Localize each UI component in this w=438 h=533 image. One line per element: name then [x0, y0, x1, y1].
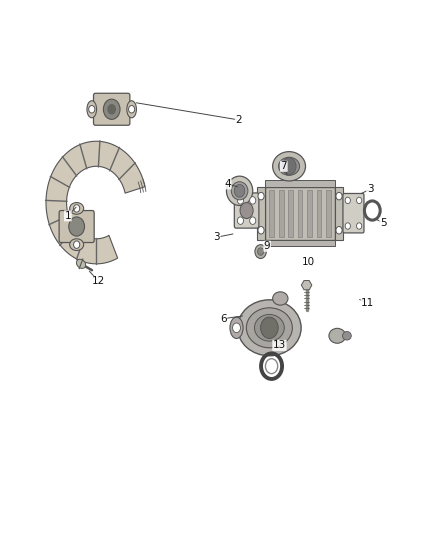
Ellipse shape	[76, 259, 86, 269]
FancyBboxPatch shape	[59, 211, 94, 243]
Circle shape	[336, 192, 342, 200]
Polygon shape	[301, 280, 312, 290]
Circle shape	[107, 104, 116, 115]
Ellipse shape	[254, 314, 284, 341]
Ellipse shape	[272, 151, 306, 181]
Ellipse shape	[231, 182, 248, 200]
Ellipse shape	[70, 203, 84, 214]
Bar	[265, 240, 335, 246]
Circle shape	[258, 192, 264, 200]
Text: 12: 12	[92, 277, 105, 286]
Text: 9: 9	[264, 241, 271, 251]
FancyBboxPatch shape	[343, 193, 364, 233]
FancyBboxPatch shape	[265, 187, 335, 240]
Text: 13: 13	[273, 341, 286, 350]
Polygon shape	[46, 141, 145, 264]
Circle shape	[74, 241, 80, 248]
Circle shape	[258, 227, 264, 234]
Circle shape	[255, 245, 266, 259]
Circle shape	[250, 197, 256, 204]
Bar	[265, 180, 335, 187]
Circle shape	[240, 203, 253, 219]
Circle shape	[261, 317, 278, 338]
Bar	[279, 190, 283, 237]
Ellipse shape	[343, 332, 351, 340]
Circle shape	[250, 217, 256, 224]
Bar	[269, 190, 274, 237]
Text: 11: 11	[361, 298, 374, 308]
Ellipse shape	[230, 317, 243, 338]
Circle shape	[74, 205, 80, 212]
Text: 7: 7	[280, 161, 287, 171]
Circle shape	[357, 197, 362, 204]
Bar	[317, 190, 321, 237]
Ellipse shape	[127, 101, 137, 118]
Bar	[257, 187, 265, 240]
FancyBboxPatch shape	[234, 193, 259, 228]
Ellipse shape	[226, 176, 253, 205]
Ellipse shape	[237, 300, 301, 356]
Bar	[288, 190, 293, 237]
Circle shape	[336, 227, 342, 234]
Ellipse shape	[279, 157, 300, 175]
Text: 10: 10	[302, 257, 315, 267]
Ellipse shape	[246, 308, 293, 348]
Text: 3: 3	[213, 232, 220, 242]
Circle shape	[237, 197, 244, 204]
Ellipse shape	[272, 292, 288, 305]
Text: 4: 4	[224, 179, 231, 189]
FancyBboxPatch shape	[93, 93, 130, 125]
Bar	[298, 190, 302, 237]
Circle shape	[88, 106, 95, 113]
Text: 1: 1	[64, 211, 71, 221]
Circle shape	[129, 106, 135, 113]
Bar	[335, 187, 343, 240]
Bar	[326, 190, 331, 237]
Text: 5: 5	[380, 218, 387, 228]
Ellipse shape	[329, 328, 346, 343]
Text: 2: 2	[235, 115, 242, 125]
Bar	[307, 190, 312, 237]
Circle shape	[282, 158, 296, 175]
Circle shape	[345, 197, 350, 204]
Ellipse shape	[87, 101, 96, 118]
Circle shape	[237, 217, 244, 224]
Ellipse shape	[70, 239, 84, 251]
Text: 3: 3	[367, 184, 374, 194]
Circle shape	[103, 99, 120, 119]
Circle shape	[233, 323, 240, 333]
Text: 6: 6	[220, 314, 227, 324]
Circle shape	[258, 248, 264, 255]
Circle shape	[357, 223, 362, 229]
Circle shape	[345, 223, 350, 229]
Circle shape	[69, 217, 85, 236]
Circle shape	[234, 184, 245, 197]
